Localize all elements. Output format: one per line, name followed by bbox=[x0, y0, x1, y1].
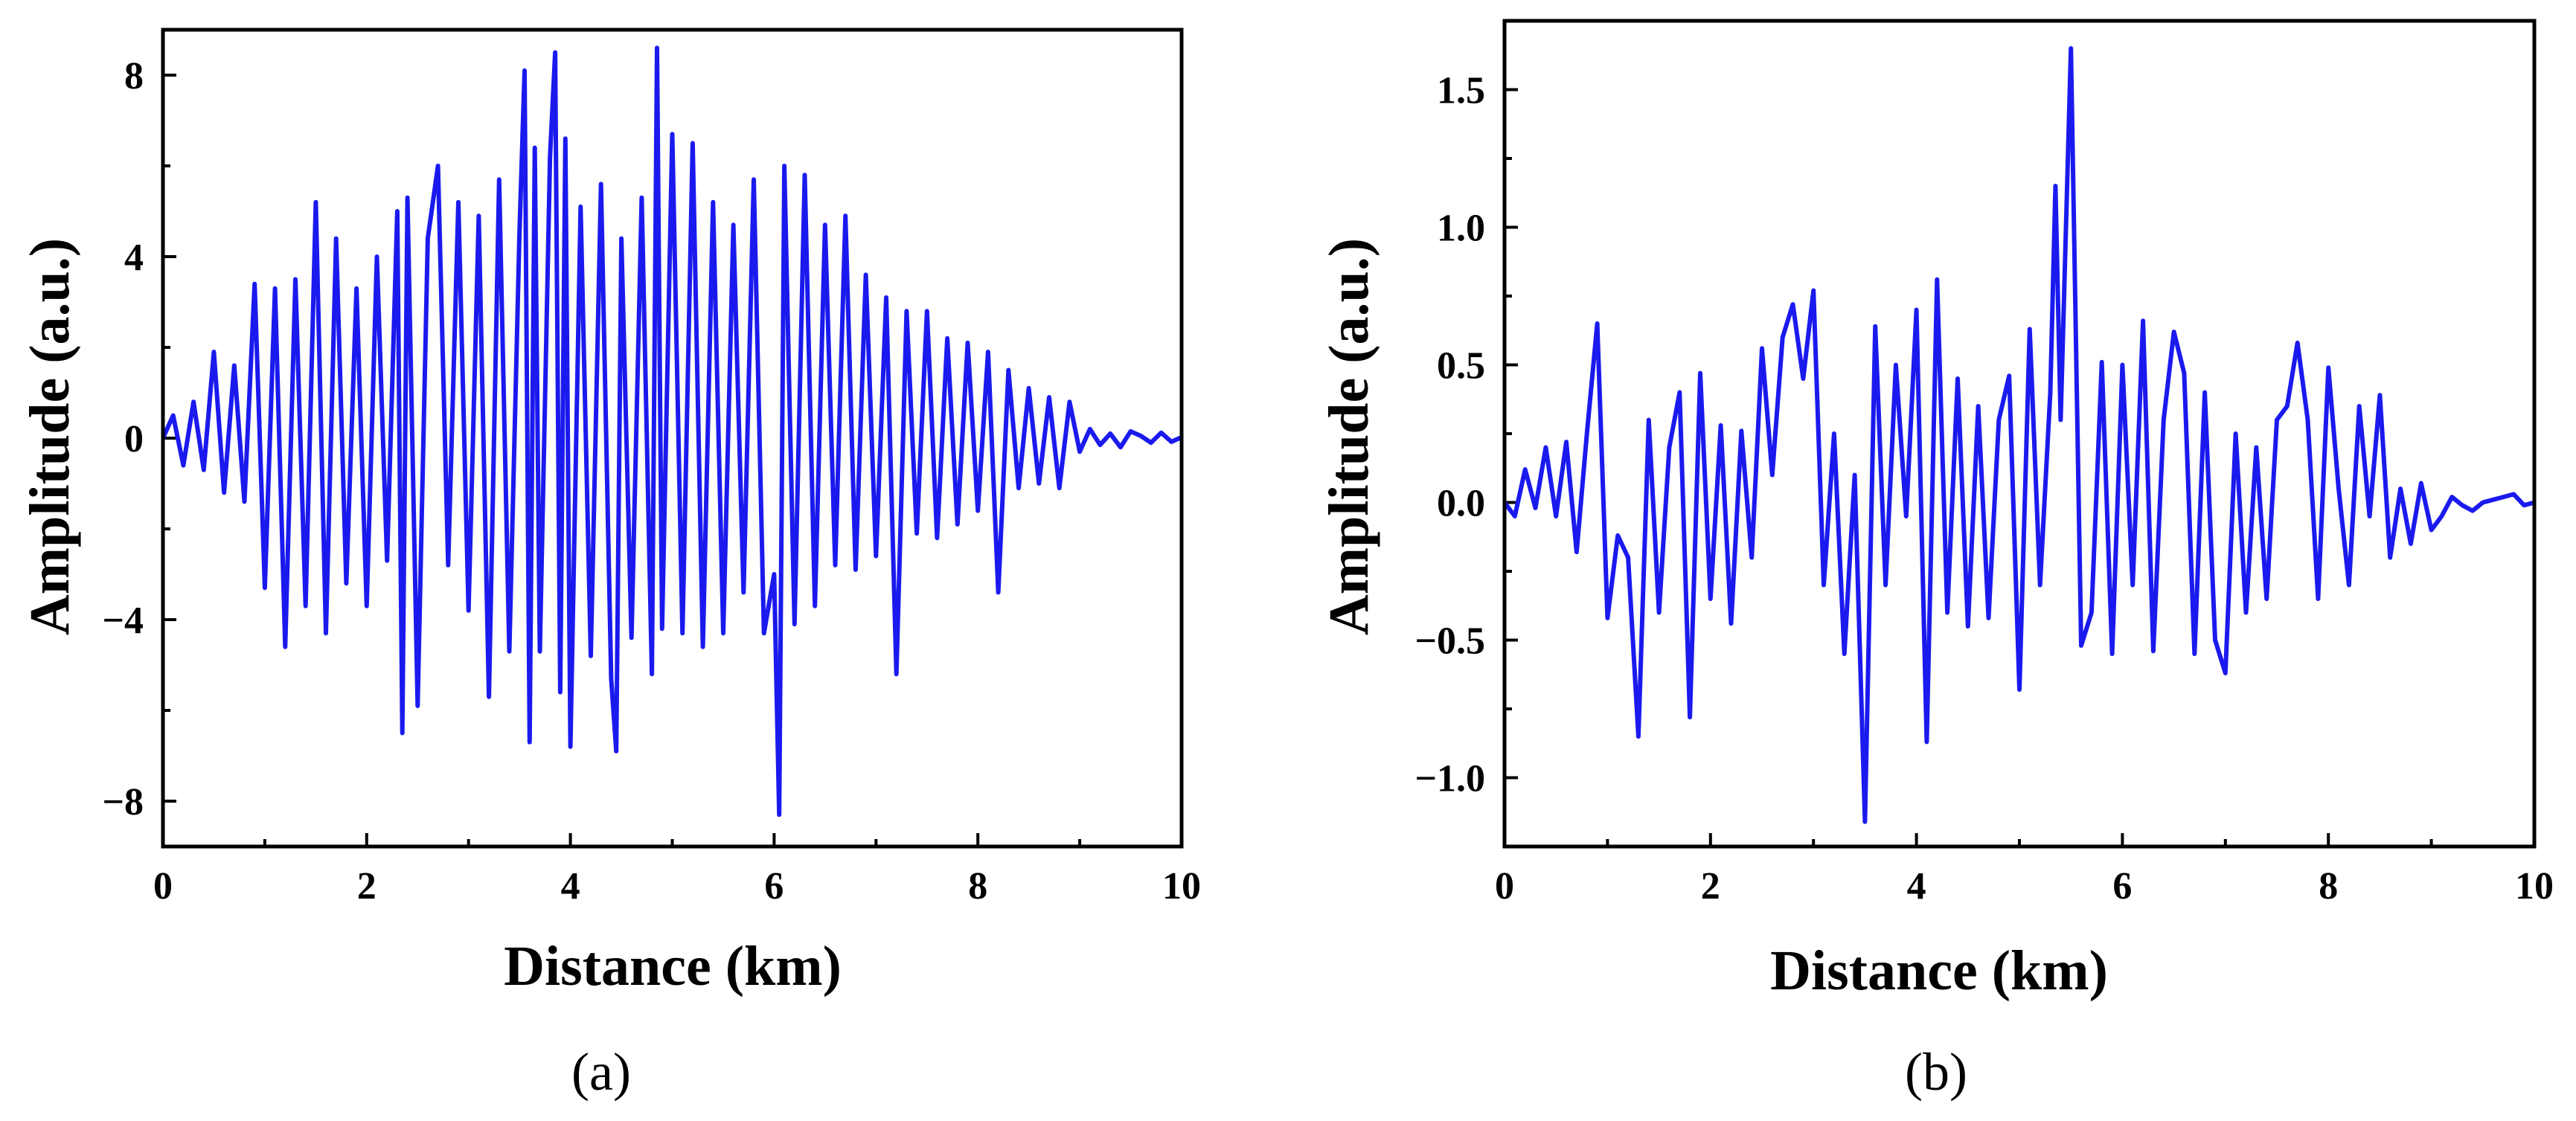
y-tick-label-a: 8 bbox=[124, 55, 144, 97]
x-axis-title-a: Distance (km) bbox=[504, 935, 842, 998]
x-tick-label-a: 2 bbox=[357, 865, 377, 908]
x-tick-label-b: 2 bbox=[1701, 865, 1720, 908]
y-tick-label-b: 1.5 bbox=[1437, 70, 1485, 112]
y-tick-label-a: −8 bbox=[102, 781, 144, 823]
y-tick-label-b: 1.0 bbox=[1437, 208, 1485, 250]
axes-frame-a bbox=[161, 28, 1184, 849]
y-tick-label-b: −0.5 bbox=[1414, 620, 1485, 663]
y-tick-label-a: −4 bbox=[102, 600, 144, 642]
panel-b: 0 2 4 6 8 10 −1.0 −0.5 0.0 0.5 1.0 1.5 Distance (km… bbox=[1318, 19, 2554, 1102]
x-tick-label-b: 10 bbox=[2515, 865, 2554, 908]
y-tick-label-b: −1.0 bbox=[1414, 758, 1485, 800]
x-tick-label-a: 6 bbox=[764, 865, 784, 908]
x-tick-label-a: 10 bbox=[1162, 865, 1201, 908]
panel-a: 0 2 4 6 8 10 −8 −4 0 4 8 Distance (km) Amplitude (… bbox=[19, 28, 1201, 1102]
x-tick-label-b: 0 bbox=[1495, 865, 1514, 908]
x-tick-label-a: 8 bbox=[968, 865, 987, 908]
y-axis-title-a: Amplitude (a.u.) bbox=[19, 238, 81, 635]
y-tick-label-b: 0.0 bbox=[1437, 483, 1485, 525]
panel-label-b: (b) bbox=[1905, 1042, 1967, 1102]
x-axis-title-b: Distance (km) bbox=[1770, 939, 2108, 1002]
y-tick-label-a: 0 bbox=[124, 418, 144, 460]
plot-area-a: 0 2 4 6 8 10 −8 −4 0 4 8 bbox=[102, 28, 1201, 908]
series-line-b bbox=[1505, 46, 2534, 824]
x-tick-label-b: 6 bbox=[2112, 865, 2132, 908]
plot-area-b: 0 2 4 6 8 10 −1.0 −0.5 0.0 0.5 1.0 1.5 bbox=[1414, 19, 2554, 908]
y-tick-label-a: 4 bbox=[124, 237, 144, 279]
x-tick-label-b: 4 bbox=[1907, 865, 1926, 908]
series-line-a bbox=[163, 45, 1182, 818]
x-tick-label-a: 4 bbox=[561, 865, 580, 908]
y-tick-label-b: 0.5 bbox=[1437, 345, 1485, 388]
x-tick-label-a: 0 bbox=[153, 865, 173, 908]
panel-label-a: (a) bbox=[571, 1042, 631, 1102]
axes-frame-b bbox=[1502, 19, 2537, 849]
x-tick-label-b: 8 bbox=[2319, 865, 2338, 908]
y-axis-title-b: Amplitude (a.u.) bbox=[1318, 238, 1380, 635]
